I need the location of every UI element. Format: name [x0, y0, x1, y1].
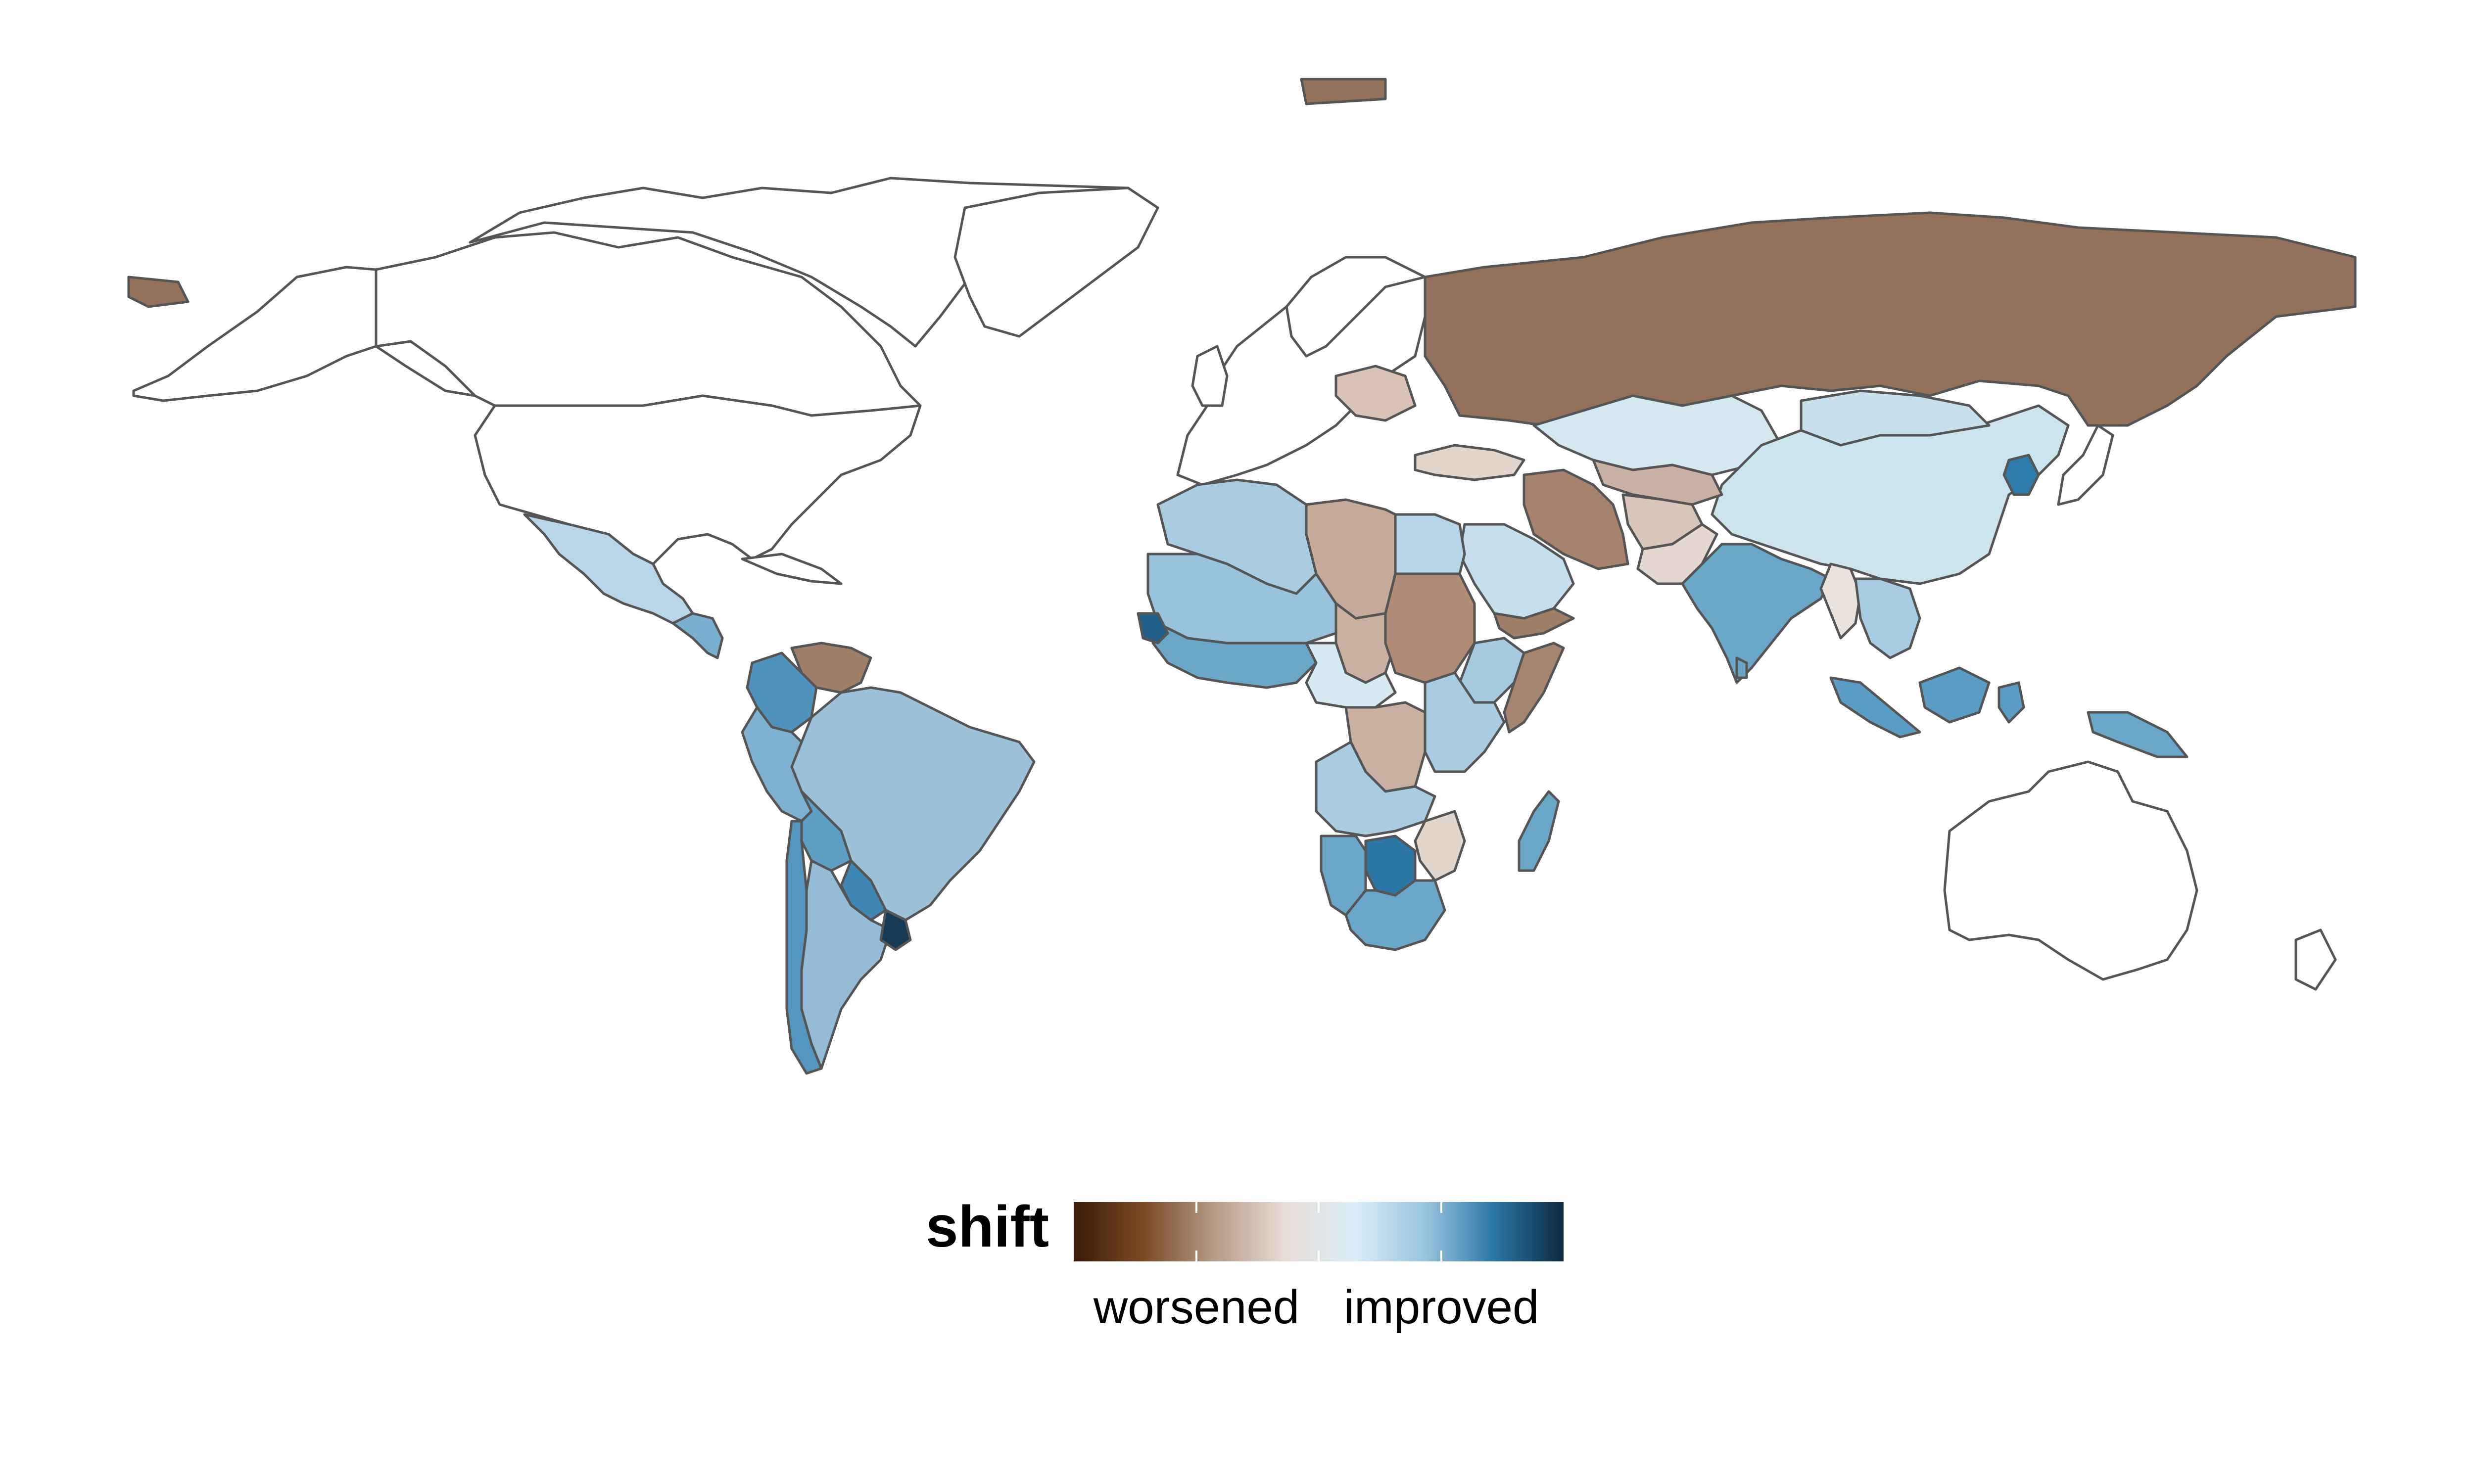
region-sudan [1384, 572, 1476, 684]
region-somalia [1503, 642, 1565, 734]
region-uruguay [879, 909, 912, 951]
no-data-land [132, 177, 2337, 991]
australia [1943, 760, 2198, 981]
region-west-africa [1151, 622, 1318, 689]
region-mozambique [1414, 810, 1466, 882]
new-zealand [2294, 928, 2337, 991]
region-central-america [671, 612, 724, 659]
region-borneo [1918, 666, 1991, 724]
region-sulawesi [1998, 681, 2025, 724]
region-south-africa [1344, 879, 1446, 951]
region-korea [2002, 454, 2040, 496]
region-russia-far-east [1300, 78, 1387, 105]
region-colombia [746, 651, 818, 734]
region-chile [785, 820, 823, 1075]
region-russia-chukotka [127, 276, 190, 308]
legend-label-worsened: worsened [1093, 1281, 1299, 1334]
region-iran [1522, 468, 1629, 570]
region-central-africa [1305, 642, 1397, 709]
region-angola-zambia [1315, 741, 1436, 837]
scandinavia [1285, 256, 1427, 358]
data-regions [127, 78, 2357, 1075]
legend-label-improved: improved [1344, 1281, 1539, 1334]
legend-title: shift [926, 1194, 1049, 1259]
region-sri-lanka [1735, 656, 1748, 679]
region-egypt [1394, 513, 1466, 575]
usa [474, 394, 922, 565]
caribbean [741, 553, 843, 585]
region-madagascar [1518, 790, 1560, 872]
region-east-africa [1424, 671, 1506, 773]
legend: shift worsened improved [926, 1194, 1564, 1334]
region-southeast-asia [1854, 577, 1921, 659]
region-myanmar [1819, 562, 1862, 640]
japan [2057, 424, 2114, 506]
legend-ticks [1195, 1202, 1442, 1261]
region-india [1681, 543, 1832, 684]
region-yemen [1493, 607, 1575, 640]
region-papua [2087, 711, 2189, 758]
region-mongolia [1800, 389, 1991, 447]
region-senegal [1137, 612, 1169, 645]
greenland [953, 186, 1159, 338]
region-turkey [1414, 444, 1525, 481]
region-indonesia [1829, 676, 1921, 739]
uk [1191, 345, 1229, 407]
region-eastern-europe [1334, 365, 1417, 422]
region-central-asia [1592, 459, 1723, 506]
